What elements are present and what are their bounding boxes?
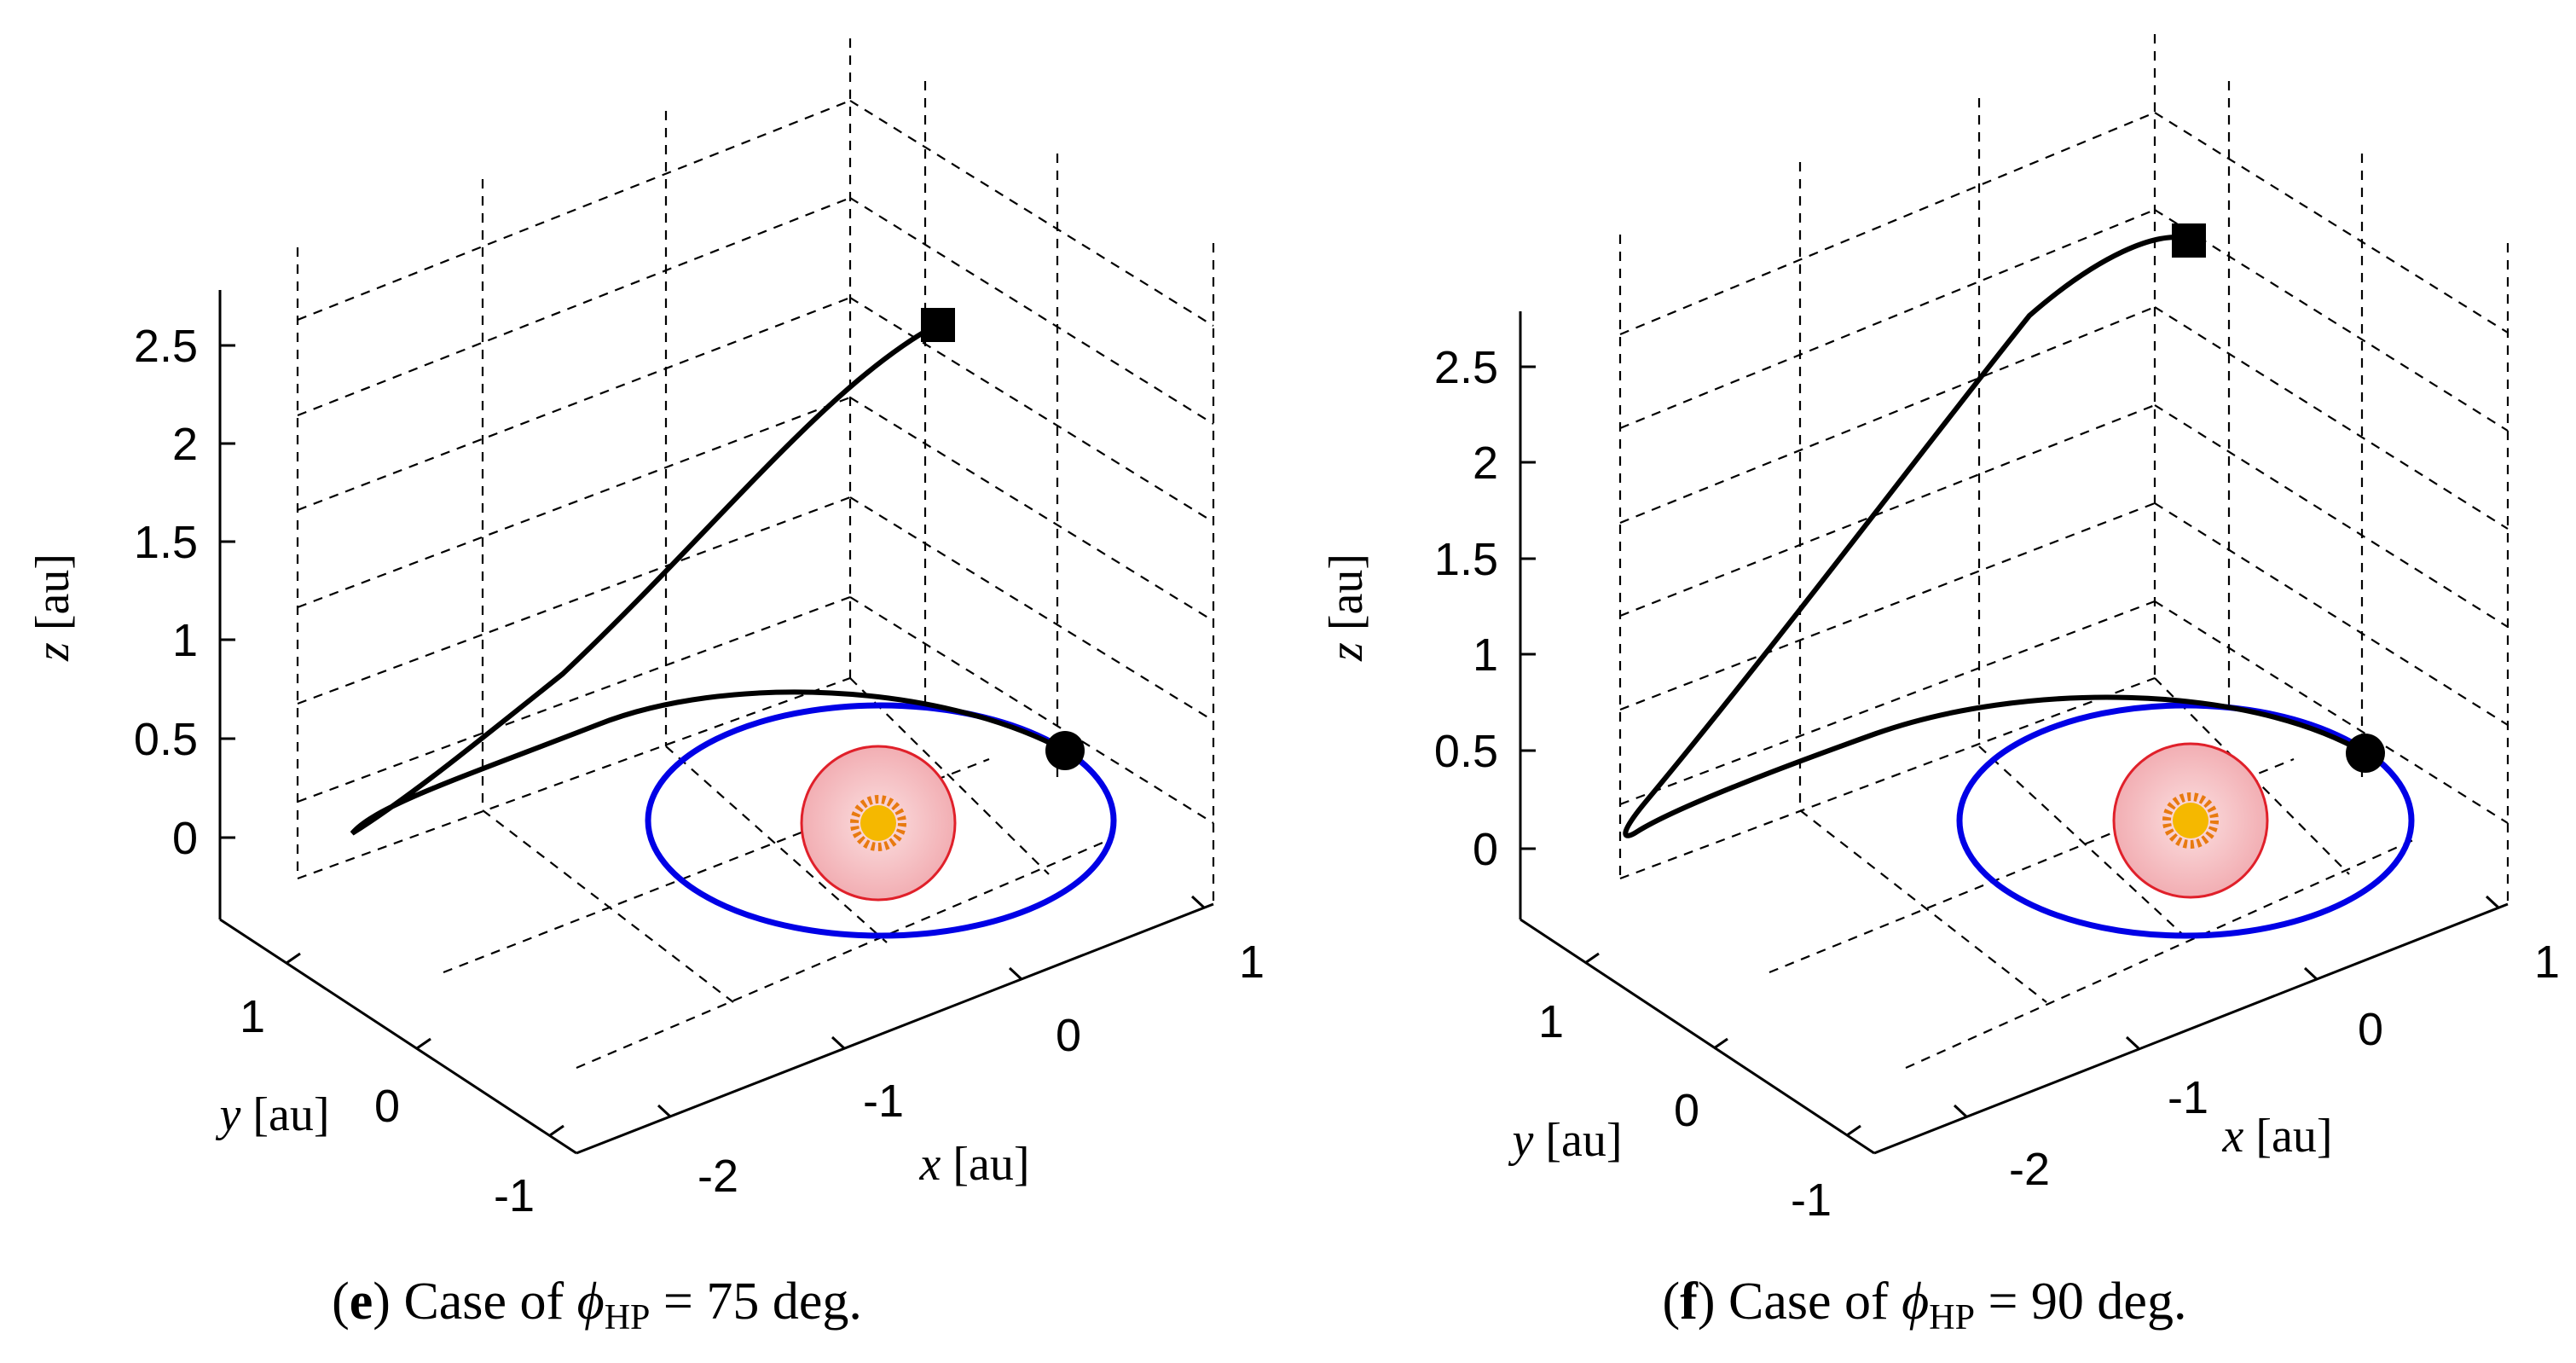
z-tick-label: 1 — [1473, 629, 1498, 681]
earth-orbit — [1956, 702, 2415, 939]
axis-lines — [1519, 311, 2509, 1155]
caption-f: (f) Case of ϕHP = 90 deg. — [1663, 1273, 2187, 1337]
z-tick-label: 2.5 — [1434, 342, 1498, 393]
x-tick-labels: -2 -1 0 1 — [698, 937, 1265, 1202]
sun-core — [860, 805, 896, 841]
sun — [2112, 742, 2269, 899]
panel-f: 2.5 2 1.5 1 0.5 0 1 0 -1 -2 -1 0 1 z [au… — [1320, 34, 2560, 1337]
y-axis-label: y [au] — [215, 1088, 329, 1141]
caption-e: (e) Case of ϕHP = 75 deg. — [332, 1273, 862, 1337]
x-tick-label: -2 — [2009, 1144, 2050, 1195]
x-tick-label: 1 — [1239, 937, 1265, 988]
grid-lines — [296, 38, 1215, 1070]
z-tick-label: 0 — [172, 813, 198, 864]
y-tick-labels: 1 0 -1 — [240, 991, 535, 1221]
arrival-marker — [2172, 223, 2206, 258]
z-tick-label: 1 — [172, 615, 198, 666]
z-tick-label: 2 — [1473, 438, 1498, 489]
z-axis-label: z [au] — [26, 554, 79, 662]
arrival-marker — [921, 308, 955, 342]
sun-core — [2173, 803, 2208, 838]
y-tick-label: 1 — [240, 991, 265, 1042]
y-tick-label: 1 — [1538, 996, 1564, 1047]
z-tick-label: 2.5 — [134, 321, 198, 372]
sun — [800, 745, 957, 902]
trajectory — [350, 322, 1067, 836]
z-tick-labels: 2.5 2 1.5 1 0.5 0 — [134, 321, 198, 864]
x-tick-label: -1 — [863, 1076, 904, 1127]
trajectory — [1623, 235, 2367, 838]
axis-lines — [218, 290, 1214, 1155]
z-tick-label: 1.5 — [134, 517, 198, 568]
z-tick-label: 2 — [172, 419, 198, 470]
x-tick-label: 1 — [2534, 937, 2560, 988]
z-tick-label: 0.5 — [134, 714, 198, 765]
y-tick-labels: 1 0 -1 — [1538, 996, 1832, 1226]
departure-marker — [1045, 731, 1085, 770]
y-axis-label: y [au] — [1508, 1114, 1622, 1167]
z-tick-label: 0.5 — [1434, 726, 1498, 777]
earth-orbit — [645, 702, 1117, 939]
z-tick-label: 1.5 — [1434, 534, 1498, 585]
sun-rays-icon — [2162, 792, 2219, 849]
x-axis-label: x [au] — [918, 1138, 1029, 1191]
x-tick-label: 0 — [1056, 1010, 1081, 1061]
x-tick-labels: -2 -1 0 1 — [2009, 937, 2560, 1195]
x-axis-label: x [au] — [2221, 1110, 2332, 1163]
y-tick-label: -1 — [494, 1170, 535, 1221]
grid-lines — [1618, 34, 2509, 1070]
y-tick-label: 0 — [1674, 1085, 1699, 1136]
x-tick-label: -2 — [698, 1151, 738, 1202]
z-tick-label: 0 — [1473, 824, 1498, 875]
panel-e: 2.5 2 1.5 1 0.5 0 1 0 -1 -2 -1 0 1 z [au… — [26, 38, 1265, 1337]
sun-rays-icon — [850, 795, 906, 851]
z-axis-label: z [au] — [1320, 554, 1373, 662]
x-tick-label: 0 — [2358, 1004, 2383, 1055]
x-tick-label: -1 — [2168, 1072, 2208, 1123]
departure-marker — [2346, 734, 2385, 773]
z-tick-labels: 2.5 2 1.5 1 0.5 0 — [1434, 342, 1498, 875]
y-tick-label: 0 — [374, 1081, 400, 1132]
y-tick-label: -1 — [1791, 1174, 1832, 1226]
